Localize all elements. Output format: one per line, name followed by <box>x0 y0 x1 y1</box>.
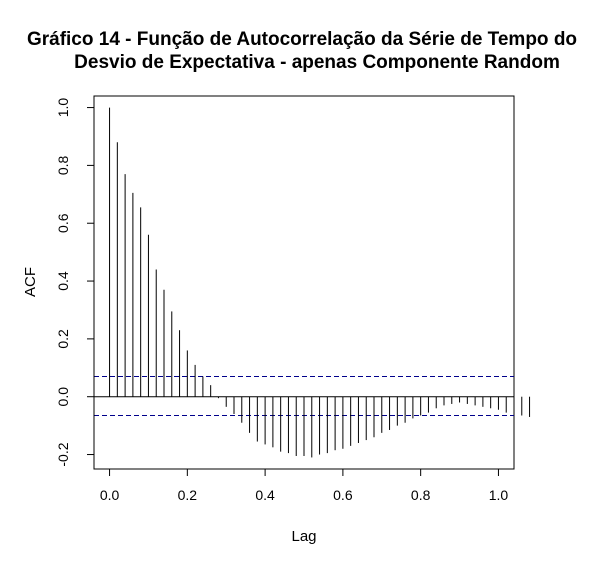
x-tick-label: 0.4 <box>255 487 275 503</box>
x-axis: 0.0 0.2 0.4 0.6 0.8 1.0 <box>100 468 509 503</box>
x-tick-label: 0.0 <box>100 487 120 503</box>
x-tick-label: 0.2 <box>178 487 198 503</box>
y-tick-label: 0.8 <box>55 155 71 175</box>
y-tick-label: 0.4 <box>55 271 71 291</box>
y-tick-label: 0.6 <box>55 213 71 233</box>
x-axis-label: Lag <box>291 528 316 545</box>
y-tick-label: 0.0 <box>55 387 71 407</box>
y-axis-label: ACF <box>22 267 39 297</box>
x-tick-label: 0.6 <box>333 487 353 503</box>
y-tick-label: 1.0 <box>55 98 71 118</box>
chart-title-line-2: Desvio de Expectativa - apenas Component… <box>74 52 560 73</box>
acf-bars <box>109 107 531 458</box>
x-tick-label: 0.8 <box>411 487 431 503</box>
y-tick-label: 0.2 <box>55 329 71 349</box>
y-tick-label: -0.2 <box>55 442 71 466</box>
chart-title-line-1: Gráfico 14 - Função de Autocorrelação da… <box>27 29 577 50</box>
x-tick-label: 1.0 <box>489 487 509 503</box>
y-axis: -0.2 0.0 0.2 0.4 0.6 0.8 1.0 <box>55 98 95 467</box>
